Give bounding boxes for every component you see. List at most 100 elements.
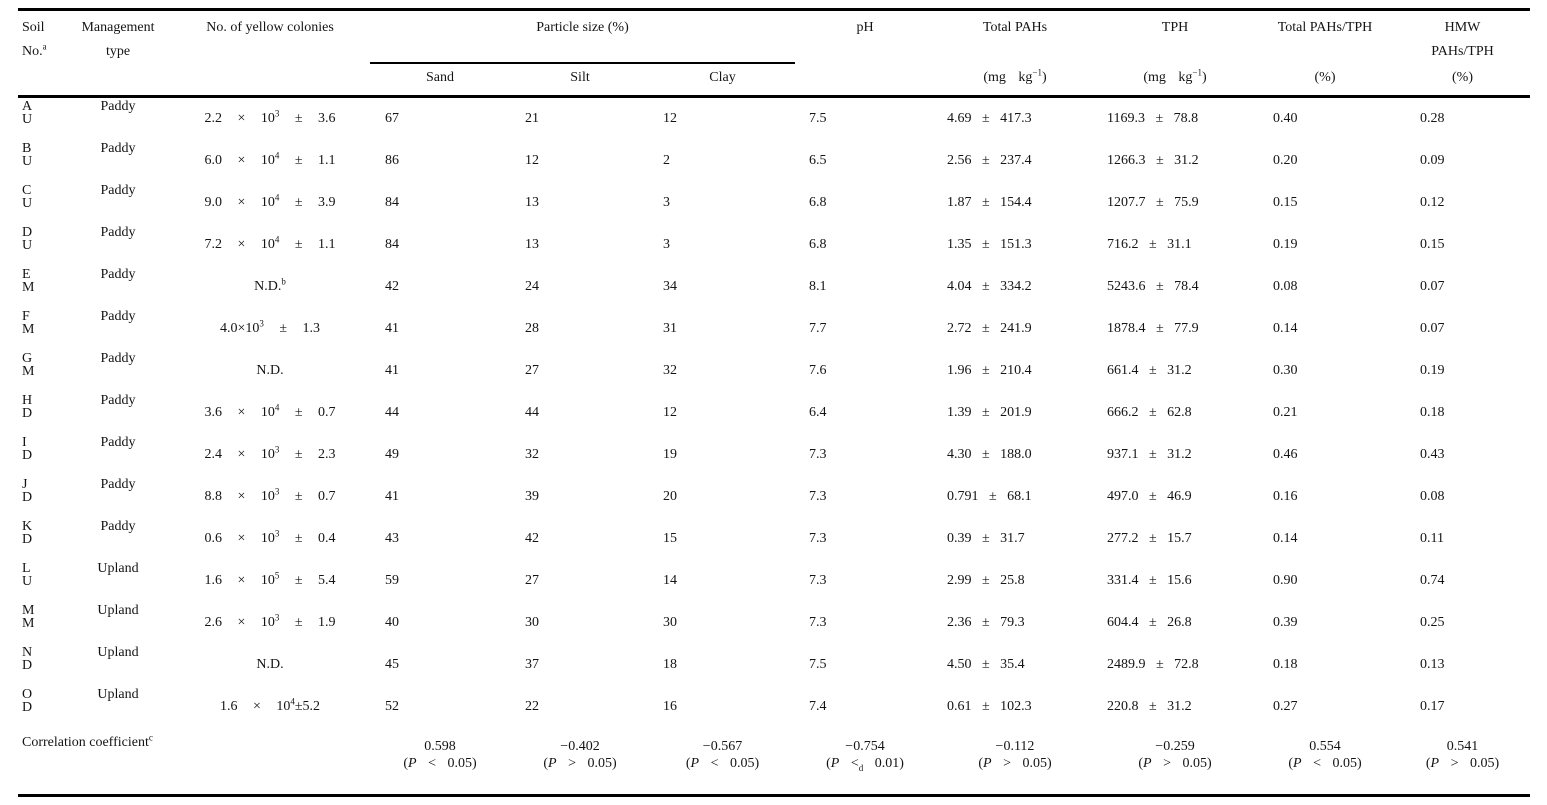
ph-cell: 6.8 (809, 237, 827, 252)
clay-cell: 15 (663, 531, 677, 546)
ph-cell: 7.6 (809, 363, 827, 378)
correlation-value: −0.402 (560, 739, 600, 754)
tph-cell: 661.4 ± 31.2 (1107, 363, 1192, 378)
soil-id: D (22, 225, 33, 240)
hmw-pahs-tph-cell: 0.09 (1420, 153, 1445, 168)
tph-cell: 716.2 ± 31.1 (1107, 237, 1192, 252)
clay-cell: 14 (663, 573, 677, 588)
soil-id-cell: F M (18, 308, 66, 350)
table-row: B U Paddy 6.0 × 104 ± 1.1 86 12 2 6.5 2.… (18, 140, 1530, 182)
soil-id-suffix: M (22, 280, 35, 295)
tph-cell: 1169.3 ± 78.8 (1107, 111, 1199, 126)
table-body: A U Paddy 2.2 × 103 ± 3.6 67 21 12 7.5 4… (18, 98, 1530, 728)
total-pahs-cell: 4.30 ± 188.0 (947, 447, 1032, 462)
silt-cell: 30 (525, 615, 539, 630)
clay-cell: 2 (663, 153, 670, 168)
table-header: Soil Management No. of yellow colonies P… (18, 11, 1530, 98)
silt-cell: 44 (525, 405, 539, 420)
header-hmw-line1: HMW (1444, 20, 1481, 35)
ph-cell: 7.3 (809, 531, 827, 546)
ph-cell: 7.3 (809, 447, 827, 462)
table-row: F M Paddy 4.0×103 ± 1.3 41 28 31 7.7 2.7… (18, 308, 1530, 350)
clay-cell: 20 (663, 489, 677, 504)
total-pahs-cell: 1.39 ± 201.9 (947, 405, 1032, 420)
sand-cell: 67 (385, 111, 399, 126)
tph-cell: 277.2 ± 15.7 (1107, 531, 1192, 546)
silt-cell: 32 (525, 447, 539, 462)
management-type-cell: Upland (97, 687, 139, 702)
table-row: M M Upland 2.6 × 103 ± 1.9 40 30 30 7.3 … (18, 602, 1530, 644)
hmw-pahs-tph-cell: 0.43 (1420, 447, 1445, 462)
sand-cell: 59 (385, 573, 399, 588)
management-type-cell: Paddy (100, 309, 136, 324)
soil-properties-table: Soil Management No. of yellow colonies P… (18, 8, 1530, 797)
ph-cell: 7.5 (809, 111, 827, 126)
tph-cell: 1878.4 ± 77.9 (1107, 321, 1199, 336)
soil-id-suffix: D (22, 532, 33, 547)
header-ph: pH (856, 20, 874, 35)
silt-cell: 42 (525, 531, 539, 546)
table-row: C U Paddy 9.0 × 104 ± 3.9 84 13 3 6.8 1.… (18, 182, 1530, 224)
total-pahs-tph-cell: 0.21 (1273, 405, 1298, 420)
total-pahs-tph-cell: 0.15 (1273, 195, 1298, 210)
header-yellow-colonies: No. of yellow colonies (206, 20, 334, 35)
header-management-line2: type (105, 44, 131, 59)
tph-cell: 937.1 ± 31.2 (1107, 447, 1192, 462)
table-row: H D Paddy 3.6 × 104 ± 0.7 44 44 12 6.4 1… (18, 392, 1530, 434)
soil-id: E (22, 267, 31, 282)
hmw-pahs-tph-cell: 0.08 (1420, 489, 1445, 504)
total-pahs-cell: 0.791 ± 68.1 (947, 489, 1032, 504)
yellow-colonies-cell: 8.8 × 103 ± 0.7 (204, 486, 336, 504)
soil-id-suffix: M (22, 364, 35, 379)
header-soil-no-line2: No.a (22, 41, 47, 59)
management-type-cell: Paddy (100, 225, 136, 240)
total-pahs-cell: 2.36 ± 79.3 (947, 615, 1025, 630)
correlation-row: Correlation coefficientc 0.598 (P < 0.05… (18, 728, 1530, 794)
soil-id: H (22, 393, 33, 408)
tph-cell: 2489.9 ± 72.8 (1107, 657, 1199, 672)
yellow-colonies-cell: 2.2 × 103 ± 3.6 (204, 108, 336, 126)
soil-id-cell: G M (18, 350, 66, 392)
sand-cell: 42 (385, 279, 399, 294)
table-row: K D Paddy 0.6 × 103 ± 0.4 43 42 15 7.3 0… (18, 518, 1530, 560)
tph-cell: 1207.7 ± 75.9 (1107, 195, 1199, 210)
table-row: G M Paddy N.D. 41 27 32 7.6 1.96 ± 210.4… (18, 350, 1530, 392)
hmw-pahs-tph-cell: 0.74 (1420, 573, 1445, 588)
silt-cell: 27 (525, 363, 539, 378)
silt-cell: 37 (525, 657, 539, 672)
total-pahs-cell: 0.39 ± 31.7 (947, 531, 1025, 546)
silt-cell: 13 (525, 237, 539, 252)
sand-cell: 44 (385, 405, 399, 420)
total-pahs-tph-cell: 0.90 (1273, 573, 1298, 588)
yellow-colonies-cell: N.D.b (254, 276, 286, 294)
soil-id-suffix: D (22, 406, 33, 421)
particle-size-rule (370, 62, 795, 64)
correlation-pvalue: (P < 0.05) (685, 756, 760, 771)
clay-cell: 16 (663, 699, 677, 714)
soil-id-cell: D U (18, 224, 66, 266)
soil-id: B (22, 141, 32, 156)
hmw-pahs-tph-cell: 0.13 (1420, 657, 1445, 672)
total-pahs-tph-cell: 0.19 (1273, 237, 1298, 252)
hmw-pahs-tph-cell: 0.12 (1420, 195, 1445, 210)
header-tph: TPH (1161, 20, 1189, 35)
total-pahs-tph-cell: 0.08 (1273, 279, 1298, 294)
soil-id-cell: J D (18, 476, 66, 518)
soil-id-suffix: U (22, 196, 33, 211)
yellow-colonies-cell: 2.4 × 103 ± 2.3 (204, 444, 336, 462)
management-type-cell: Paddy (100, 267, 136, 282)
total-pahs-cell: 1.35 ± 151.3 (947, 237, 1032, 252)
correlation-value: −0.754 (845, 739, 885, 754)
header-silt: Silt (570, 70, 590, 85)
total-pahs-tph-cell: 0.14 (1273, 321, 1298, 336)
sand-cell: 84 (385, 237, 399, 252)
correlation-pvalue: (P > 0.05) (1425, 756, 1500, 771)
clay-cell: 18 (663, 657, 677, 672)
table-row: O D Upland 1.6 × 104±5.2 52 22 16 7.4 0.… (18, 686, 1530, 728)
ph-cell: 7.5 (809, 657, 827, 672)
hmw-pahs-tph-cell: 0.19 (1420, 363, 1445, 378)
yellow-colonies-cell: 3.6 × 104 ± 0.7 (204, 402, 336, 420)
total-pahs-cell: 2.72 ± 241.9 (947, 321, 1032, 336)
sand-cell: 41 (385, 489, 399, 504)
